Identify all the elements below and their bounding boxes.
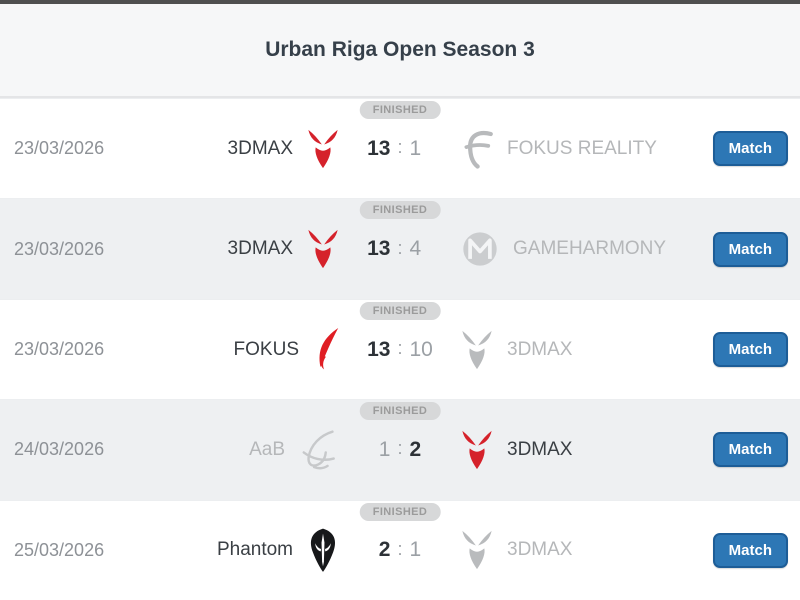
match-row[interactable]: FINISHED 23/03/2026 FOKUS 13 : 10 3DMAX … <box>0 298 800 400</box>
team2-name: 3DMAX <box>507 338 573 360</box>
match-center: FOKUS 13 : 10 3DMAX <box>150 327 650 372</box>
team1-cell: 3DMAX <box>150 228 341 270</box>
team1-cell: FOKUS <box>150 327 341 372</box>
match-row[interactable]: FINISHED 25/03/2026 Phantom 2 : 1 3DMAX … <box>0 499 800 600</box>
team2-score: 1 <box>409 136 422 160</box>
match-center: 3DMAX 13 : 4 GAMEHARMONY <box>150 228 666 270</box>
gameharmony-emblem-icon <box>459 228 501 270</box>
match-button-area: Match <box>650 532 800 568</box>
match-details-button[interactable]: Match <box>712 231 788 267</box>
team2-score: 2 <box>409 437 422 461</box>
team2-name: 3DMAX <box>507 539 573 561</box>
team2-cell: GAMEHARMONY <box>459 228 666 270</box>
match-status-badge: FINISHED <box>359 101 441 119</box>
team2-name: 3DMAX <box>507 438 573 460</box>
devil-icon <box>459 429 495 471</box>
match-center: 3DMAX 13 : 1 FOKUS REALITY <box>150 128 657 170</box>
match-score: 13 : 10 <box>341 338 459 362</box>
match-date: 23/03/2026 <box>14 238 105 259</box>
team1-name: FOKUS <box>233 338 299 360</box>
score-separator: : <box>397 438 403 459</box>
team2-name: GAMEHARMONY <box>513 238 667 260</box>
team2-score: 10 <box>409 337 433 361</box>
aab-scribble-icon <box>297 429 341 471</box>
event-title: Urban Riga Open Season 3 <box>265 38 535 61</box>
team2-cell: 3DMAX <box>459 529 650 571</box>
team2-name: FOKUS REALITY <box>507 137 657 159</box>
team1-cell: Phantom <box>150 527 341 574</box>
match-button-area: Match <box>650 231 800 267</box>
match-status-badge: FINISHED <box>359 502 441 521</box>
team1-name: Phantom <box>216 539 293 561</box>
devil-icon <box>305 228 341 270</box>
match-rows: FINISHED 23/03/2026 3DMAX 13 : 1 FOKUS R… <box>0 98 800 600</box>
match-status-badge: FINISHED <box>359 402 441 421</box>
phantom-mask-icon <box>305 527 341 574</box>
match-score: 13 : 4 <box>341 237 459 261</box>
match-center: AaB 1 : 2 3DMAX <box>150 429 650 471</box>
match-score: 1 : 2 <box>341 438 459 462</box>
team2-score: 1 <box>409 538 422 562</box>
score-separator: : <box>397 338 403 359</box>
team2-score: 4 <box>409 237 422 261</box>
team1-name: 3DMAX <box>227 238 293 260</box>
team1-name: AaB <box>249 438 285 460</box>
team1-score: 1 <box>378 437 391 461</box>
match-details-button[interactable]: Match <box>712 532 788 568</box>
score-separator: : <box>397 137 403 158</box>
score-separator: : <box>397 237 403 258</box>
match-details-button[interactable]: Match <box>712 131 788 167</box>
match-score: 13 : 1 <box>341 137 459 161</box>
devil-icon <box>459 329 495 371</box>
team1-score: 2 <box>378 538 391 562</box>
team1-cell: 3DMAX <box>150 128 341 170</box>
match-status-badge: FINISHED <box>359 201 441 220</box>
match-date: 25/03/2026 <box>14 539 105 560</box>
match-details-button[interactable]: Match <box>712 432 788 468</box>
match-date: 23/03/2026 <box>14 339 105 360</box>
devil-icon <box>305 128 341 170</box>
team1-name: 3DMAX <box>227 137 293 159</box>
team1-score: 13 <box>367 136 391 160</box>
team2-cell: FOKUS REALITY <box>459 129 657 169</box>
match-button-area: Match <box>650 432 800 468</box>
match-date: 24/03/2026 <box>14 439 105 460</box>
team2-cell: 3DMAX <box>459 429 650 471</box>
match-button-area: Match <box>650 332 800 368</box>
team1-score: 13 <box>367 237 391 261</box>
match-status-badge: FINISHED <box>359 301 441 320</box>
match-center: Phantom 2 : 1 3DMAX <box>150 527 650 574</box>
team1-cell: AaB <box>150 429 341 471</box>
team2-cell: 3DMAX <box>459 329 650 371</box>
match-row[interactable]: FINISHED 23/03/2026 3DMAX 13 : 1 FOKUS R… <box>0 98 800 199</box>
fokus-f-icon <box>459 129 495 169</box>
devil-icon <box>459 529 495 571</box>
match-score: 2 : 1 <box>341 538 459 562</box>
match-details-button[interactable]: Match <box>712 332 788 368</box>
team1-score: 13 <box>367 337 391 361</box>
match-row[interactable]: FINISHED 23/03/2026 3DMAX 13 : 4 GAMEHAR… <box>0 198 800 299</box>
match-button-area: Match <box>650 131 800 167</box>
event-header: Urban Riga Open Season 3 <box>0 4 800 98</box>
score-separator: : <box>397 538 403 559</box>
match-date: 23/03/2026 <box>14 138 105 159</box>
match-row[interactable]: FINISHED 24/03/2026 AaB 1 : 2 3DMAX Matc… <box>0 399 800 500</box>
fokus-flame-icon <box>311 327 341 372</box>
